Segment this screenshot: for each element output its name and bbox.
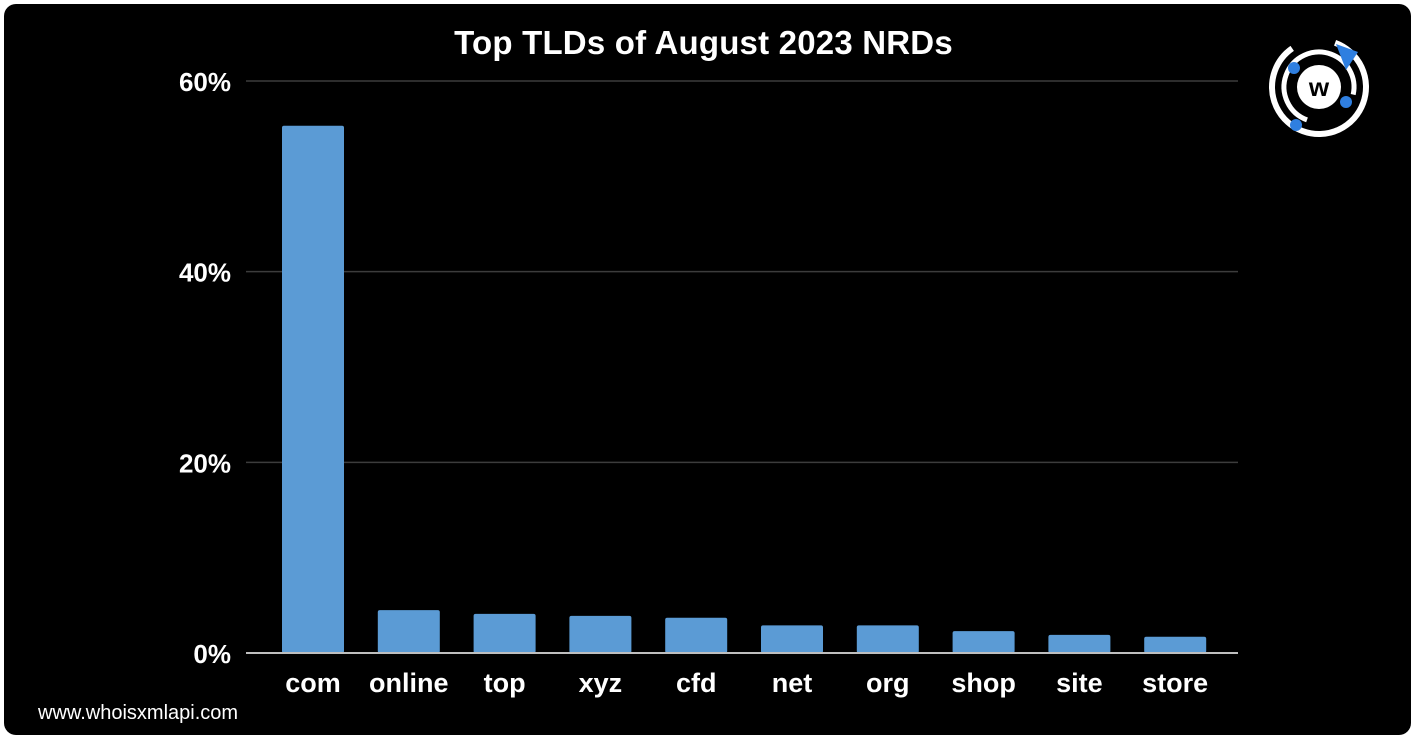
x-tick-label-org: org	[866, 668, 910, 698]
bar-store	[1144, 636, 1207, 653]
bar-xyz	[569, 615, 632, 653]
y-tick-label: 60%	[179, 67, 231, 97]
footer-url: www.whoisxmlapi.com	[38, 702, 239, 724]
bar-org	[856, 625, 919, 653]
x-tick-label-site: site	[1056, 668, 1103, 698]
x-tick-label-xyz: xyz	[579, 668, 623, 698]
bar-site	[1048, 634, 1111, 653]
bar-shop	[952, 631, 1015, 653]
bars	[282, 125, 1207, 654]
bar-top	[473, 613, 536, 653]
x-tick-label-com: com	[285, 668, 341, 698]
y-tick-label: 20%	[179, 448, 231, 478]
x-tick-label-top: top	[484, 668, 526, 698]
y-axis-tick-labels: 0% 20% 40% 60%	[179, 67, 231, 669]
logo-letter: w	[1308, 72, 1330, 102]
x-tick-label-online: online	[369, 668, 449, 698]
whoisxmlapi-logo-icon: w	[1269, 37, 1369, 137]
x-tick-label-shop: shop	[951, 668, 1016, 698]
gridlines	[246, 80, 1238, 464]
y-tick-label: 40%	[179, 258, 231, 288]
x-axis-tick-labels: com online top xyz cfd net org shop site store	[285, 668, 1208, 698]
x-tick-label-cfd: cfd	[676, 668, 717, 698]
bar-net	[761, 625, 823, 653]
bar-online	[377, 610, 440, 653]
y-tick-label: 0%	[193, 639, 231, 669]
x-tick-label-net: net	[772, 668, 813, 698]
chart-frame	[4, 4, 1411, 735]
bar-com	[282, 125, 344, 654]
bar-cfd	[665, 617, 728, 653]
chart-title: Top TLDs of August 2023 NRDs	[454, 24, 953, 61]
x-tick-label-store: store	[1142, 668, 1208, 698]
